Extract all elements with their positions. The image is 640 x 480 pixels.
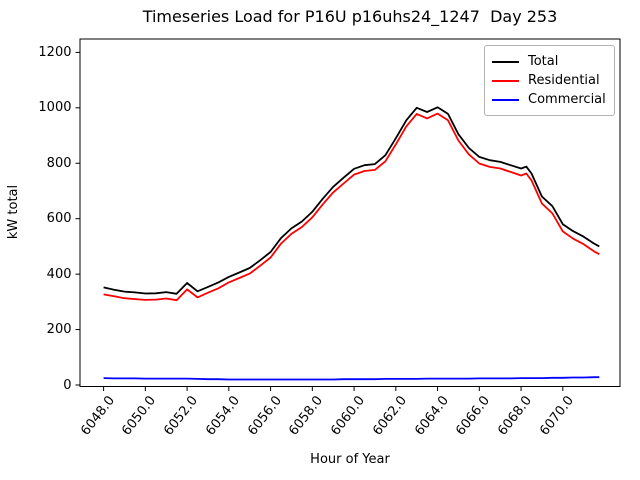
y-axis-label: kW total — [6, 184, 21, 240]
chart-title: Timeseries Load for P16U p16uhs24_1247 D… — [142, 7, 558, 26]
y-tick-label: 1000 — [38, 100, 72, 116]
legend-row-total: Total — [492, 52, 606, 71]
series-line-total — [103, 106, 600, 295]
legend-label-commercial: Commercial — [528, 92, 606, 107]
legend-label-total: Total — [528, 54, 559, 69]
commercial-line-swatch — [492, 98, 519, 101]
axes-border — [79, 38, 621, 387]
y-tick-label: 0 — [63, 377, 72, 393]
legend-label-residential: Residential — [528, 73, 600, 88]
y-tick-label: 800 — [46, 155, 72, 171]
x-axis-label: Hour of Year — [310, 452, 390, 467]
series-line-residential — [103, 112, 600, 302]
legend: Total Residential Commercial — [484, 45, 615, 116]
series-line-commercial — [103, 376, 600, 381]
y-tick-label: 200 — [46, 322, 72, 338]
residential-line-swatch — [492, 79, 519, 82]
y-tick-label: 600 — [46, 211, 72, 227]
y-tick-label: 400 — [46, 266, 72, 282]
legend-row-residential: Residential — [492, 71, 606, 90]
y-tick-label: 1200 — [38, 44, 72, 60]
legend-row-commercial: Commercial — [492, 90, 606, 109]
total-line-swatch — [492, 60, 519, 63]
